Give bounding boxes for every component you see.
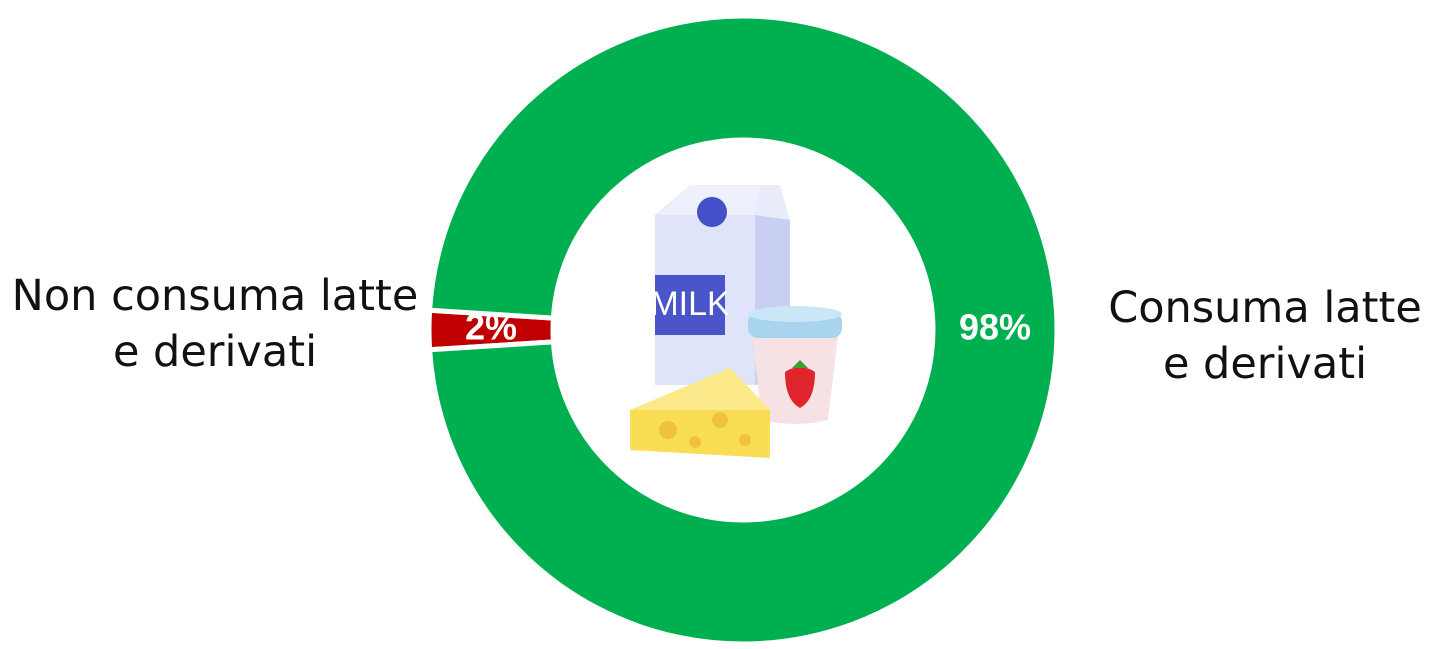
donut-slice <box>426 13 1060 647</box>
category-label: Non consuma latte e derivati <box>11 271 419 377</box>
value-label: 2% <box>465 307 517 348</box>
dairy-illustration: MILK <box>630 185 842 458</box>
svg-text:MILK: MILK <box>650 285 730 323</box>
donut <box>426 13 1060 647</box>
category-label: Consuma latte e derivati <box>1108 283 1422 389</box>
value-label: 98% <box>959 307 1031 348</box>
